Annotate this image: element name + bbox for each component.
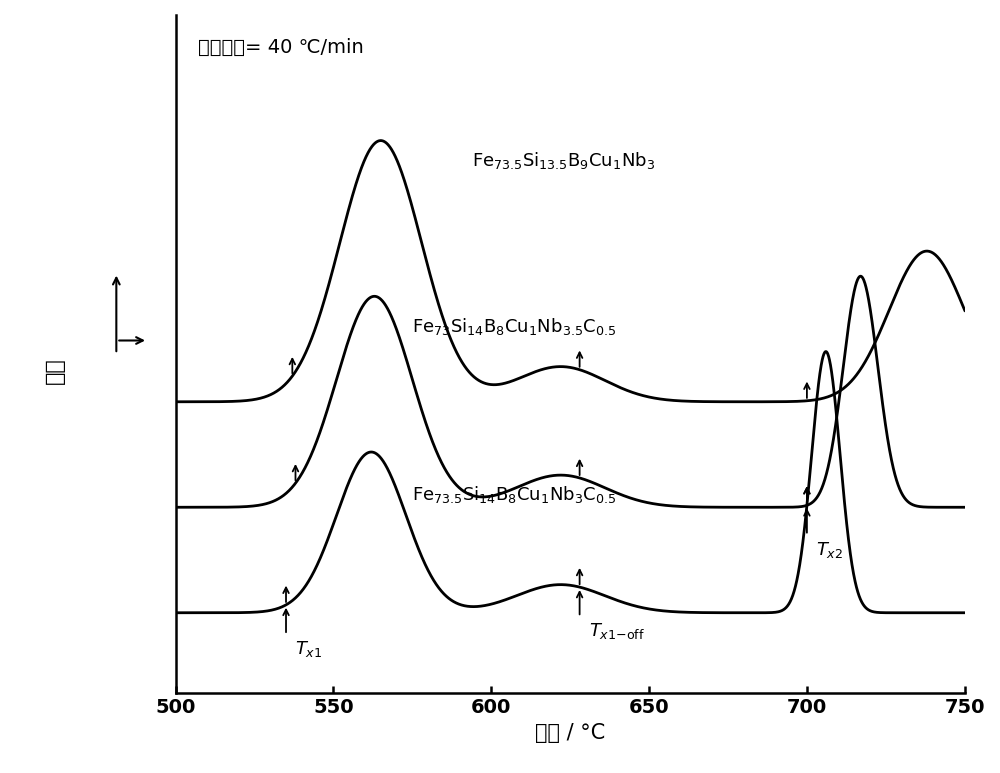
Text: Fe$_{73.5}$Si$_{13.5}$B$_9$Cu$_1$Nb$_3$: Fe$_{73.5}$Si$_{13.5}$B$_9$Cu$_1$Nb$_3$ [472,150,655,171]
Text: $T_{x2}$: $T_{x2}$ [816,540,844,560]
Text: 放热: 放热 [45,358,65,384]
Text: $T_{x1}$: $T_{x1}$ [295,639,323,659]
Text: $T_{x1\mathrm{-off}}$: $T_{x1\mathrm{-off}}$ [589,621,645,642]
Text: Fe$_{73.5}$Si$_{14}$B$_8$Cu$_1$Nb$_3$C$_{0.5}$: Fe$_{73.5}$Si$_{14}$B$_8$Cu$_1$Nb$_3$C$_… [412,484,617,505]
Text: Fe$_{73}$Si$_{14}$B$_8$Cu$_1$Nb$_{3.5}$C$_{0.5}$: Fe$_{73}$Si$_{14}$B$_8$Cu$_1$Nb$_{3.5}$C… [412,316,617,337]
X-axis label: 温度 / °C: 温度 / °C [535,723,605,743]
Text: 升温速率= 40 ℃/min: 升温速率= 40 ℃/min [198,38,363,57]
